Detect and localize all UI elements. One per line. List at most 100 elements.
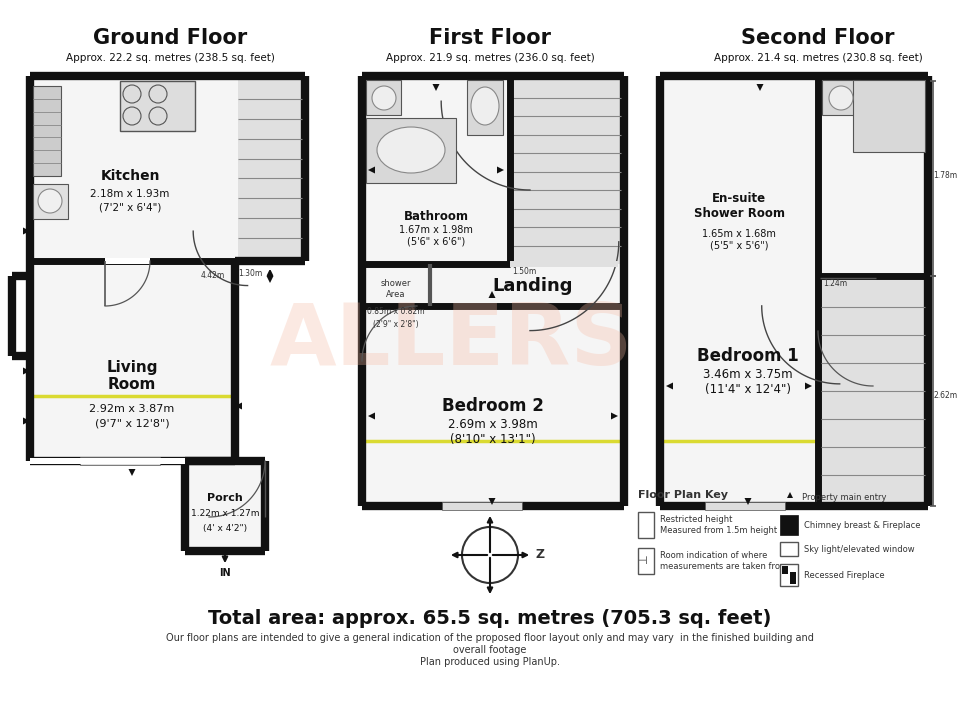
Bar <box>782 566 788 574</box>
Polygon shape <box>488 291 496 298</box>
Polygon shape <box>267 276 273 283</box>
Text: Bathroom: Bathroom <box>404 209 468 222</box>
Bar <box>780 564 798 586</box>
Polygon shape <box>23 367 30 375</box>
Text: Property main entry: Property main entry <box>802 493 887 503</box>
Text: Landing: Landing <box>493 277 573 295</box>
Text: 1.30m: 1.30m <box>238 268 263 278</box>
Ellipse shape <box>377 127 445 173</box>
Bar <box>467 80 503 135</box>
Bar <box>366 80 401 115</box>
Bar <box>822 80 860 115</box>
Text: ALLERS: ALLERS <box>270 300 632 383</box>
Text: Approx. 22.2 sq. metres (238.5 sq. feet): Approx. 22.2 sq. metres (238.5 sq. feet) <box>66 53 274 63</box>
Polygon shape <box>368 412 375 419</box>
Bar <box>853 80 925 152</box>
Bar <box>510 79 621 264</box>
Text: Ground Floor: Ground Floor <box>93 28 247 48</box>
Bar <box>790 572 796 584</box>
Text: (7'2" x 6'4"): (7'2" x 6'4") <box>99 203 161 213</box>
Bar <box>638 548 654 574</box>
Text: Bedroom 2: Bedroom 2 <box>442 397 544 415</box>
Polygon shape <box>488 498 496 505</box>
Bar <box>780 542 798 556</box>
Bar <box>33 86 61 176</box>
Text: (11'4" x 12'4"): (11'4" x 12'4") <box>705 382 791 395</box>
Bar <box>30 458 185 464</box>
Bar <box>120 81 195 131</box>
Polygon shape <box>497 167 504 174</box>
Text: Approx. 21.4 sq. metres (230.8 sq. feet): Approx. 21.4 sq. metres (230.8 sq. feet) <box>713 53 922 63</box>
Text: (5'6" x 6'6"): (5'6" x 6'6") <box>407 237 466 247</box>
Text: 1.50m: 1.50m <box>512 266 536 276</box>
Text: IN: IN <box>220 568 231 578</box>
Bar <box>238 79 302 258</box>
Ellipse shape <box>471 87 499 125</box>
Bar <box>185 461 265 551</box>
Polygon shape <box>805 382 812 389</box>
Text: 1.22m x 1.27m: 1.22m x 1.27m <box>191 510 260 518</box>
Polygon shape <box>368 167 375 174</box>
Text: Recessed Fireplace: Recessed Fireplace <box>804 570 885 580</box>
Polygon shape <box>235 402 242 409</box>
Text: 1.78m: 1.78m <box>933 172 957 181</box>
Text: 0.85m x 0.82m: 0.85m x 0.82m <box>368 308 424 317</box>
Text: 2.18m x 1.93m: 2.18m x 1.93m <box>90 189 170 199</box>
Text: 3.46m x 3.75m: 3.46m x 3.75m <box>704 367 793 380</box>
Text: Second Floor: Second Floor <box>741 28 895 48</box>
Bar <box>705 502 785 510</box>
Text: (5'5" x 5'6"): (5'5" x 5'6") <box>710 241 768 251</box>
Text: Z: Z <box>535 548 545 562</box>
Bar <box>105 258 150 264</box>
Polygon shape <box>23 417 30 424</box>
Text: 2.92m x 3.87m: 2.92m x 3.87m <box>89 404 174 414</box>
Polygon shape <box>128 469 135 476</box>
Bar <box>30 261 235 461</box>
Circle shape <box>38 189 62 213</box>
Text: En-suite
Shower Room: En-suite Shower Room <box>694 192 785 220</box>
Circle shape <box>462 527 518 583</box>
Text: Porch: Porch <box>207 493 243 503</box>
Text: Sky light/elevated window: Sky light/elevated window <box>804 545 914 553</box>
Text: 1.65m x 1.68m: 1.65m x 1.68m <box>702 229 776 239</box>
Text: Our floor plans are intended to give a general indication of the proposed floor : Our floor plans are intended to give a g… <box>166 634 814 666</box>
Text: Floor Plan Key: Floor Plan Key <box>638 490 728 500</box>
Text: Living
Room: Living Room <box>106 360 158 392</box>
Text: Bedroom 1: Bedroom 1 <box>697 347 799 365</box>
Circle shape <box>372 86 396 110</box>
Bar <box>510 261 618 267</box>
Text: Kitchen: Kitchen <box>100 169 160 183</box>
Bar <box>780 515 798 535</box>
Text: 2.69m x 3.98m: 2.69m x 3.98m <box>448 417 538 431</box>
Text: (9'7" x 12'8"): (9'7" x 12'8") <box>95 418 170 428</box>
Text: ⊣: ⊣ <box>637 556 647 566</box>
Bar <box>33 184 68 219</box>
Text: (4' x 4'2"): (4' x 4'2") <box>203 523 247 533</box>
Bar <box>80 458 160 464</box>
Bar <box>80 457 160 465</box>
Text: Total area: approx. 65.5 sq. metres (705.3 sq. feet): Total area: approx. 65.5 sq. metres (705… <box>209 609 771 627</box>
Polygon shape <box>757 84 763 91</box>
Text: (8'10" x 13'1"): (8'10" x 13'1") <box>450 432 536 446</box>
Polygon shape <box>611 412 618 419</box>
Polygon shape <box>23 228 30 234</box>
Circle shape <box>829 86 853 110</box>
Bar <box>821 279 925 503</box>
Text: 1.24m: 1.24m <box>823 280 847 288</box>
Bar <box>442 502 522 510</box>
Text: (2'9" x 2'8"): (2'9" x 2'8") <box>373 320 418 328</box>
Text: 4.42m: 4.42m <box>201 271 225 281</box>
Bar <box>30 76 305 261</box>
Polygon shape <box>745 498 752 505</box>
Text: First Floor: First Floor <box>429 28 551 48</box>
Text: shower
Area: shower Area <box>381 279 412 299</box>
Text: Approx. 21.9 sq. metres (236.0 sq. feet): Approx. 21.9 sq. metres (236.0 sq. feet) <box>385 53 595 63</box>
Bar <box>12 276 30 356</box>
Text: Chimney breast & Fireplace: Chimney breast & Fireplace <box>804 520 920 530</box>
Polygon shape <box>666 382 673 389</box>
Polygon shape <box>787 492 793 498</box>
Bar <box>638 512 654 538</box>
Bar <box>660 76 928 506</box>
Bar <box>362 76 624 506</box>
Text: Room indication of where
measurements are taken from: Room indication of where measurements ar… <box>660 551 788 571</box>
